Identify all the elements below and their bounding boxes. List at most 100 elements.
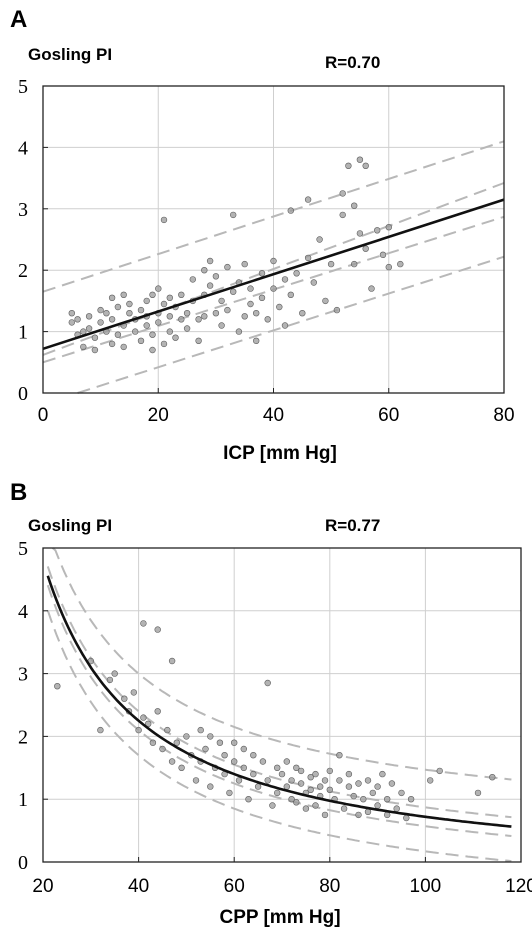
y-tick-label: 0 [18,383,28,405]
confidence-band [46,610,512,863]
data-point [403,814,410,822]
data-point [240,764,248,771]
data-point [374,227,381,234]
data-point [326,767,333,775]
data-point [155,285,162,292]
y-tick-label: 1 [18,789,28,811]
data-point [218,297,225,305]
y-tick-label: 1 [18,322,28,344]
data-point [274,789,281,797]
data-point [97,726,104,734]
data-point [120,291,127,298]
data-point [68,310,76,317]
data-point [304,254,312,262]
panel-b-r-value: R=0.77 [325,516,380,535]
data-point [241,260,248,268]
data-point [364,777,372,784]
data-point [345,783,353,790]
data-point [339,190,346,197]
data-point [85,313,93,320]
data-point [321,777,329,784]
data-point [216,739,224,746]
data-point [149,331,156,338]
data-point [281,322,289,329]
data-point [235,777,243,784]
data-point [287,207,294,214]
data-point [351,202,358,209]
x-tick-label: 100 [410,876,442,897]
data-point [166,328,174,335]
y-tick-label: 2 [18,726,28,748]
data-point [355,811,362,819]
data-point [385,263,392,271]
panel-a-x-ticks: 0 20 40 60 80 [38,388,515,426]
data-point [356,156,364,163]
data-point [302,805,310,812]
data-point [312,802,319,809]
data-point [160,300,168,308]
data-point [149,346,156,354]
data-point [288,777,295,784]
data-point [340,805,348,812]
data-point [140,620,147,627]
x-tick-label: 20 [148,405,169,426]
data-point [137,337,145,344]
data-point [287,291,294,298]
data-point [224,306,231,314]
data-point [317,783,324,790]
confidence-band [42,140,505,293]
data-point [166,294,174,301]
data-point [278,770,286,778]
panel-b-letter: B [10,479,27,506]
data-point [197,726,204,734]
data-point [379,251,387,259]
y-tick-label: 2 [18,260,28,282]
data-point [258,270,266,277]
data-point [327,260,335,268]
data-point [212,273,220,280]
data-point [154,626,161,633]
panel-a-y-ticks: 0 1 2 3 4 5 [18,76,48,405]
data-point [202,745,209,753]
x-tick-label: 80 [319,876,340,897]
data-point [183,310,191,317]
data-point [245,795,252,803]
panel-b-bands [46,547,512,863]
x-tick-label: 120 [505,876,532,897]
data-point [103,310,110,317]
data-point [316,236,323,243]
data-point [276,303,283,311]
data-point [173,739,181,746]
data-point [393,805,400,812]
data-point [178,316,185,323]
data-point [195,337,202,344]
data-point [339,211,346,219]
data-point [333,306,341,314]
data-point [159,745,166,753]
data-point [253,337,260,344]
data-point [293,764,300,771]
data-point [384,795,391,803]
data-point [74,316,81,323]
x-tick-label: 0 [38,405,49,426]
data-point [230,288,237,295]
data-point [140,714,147,721]
x-tick-label: 60 [224,876,245,897]
data-point [130,689,138,696]
panel-b: B Gosling PI R=0.77 0 1 2 3 4 5 20 40 60 80 100 12… [10,479,532,928]
data-point [230,211,237,219]
data-point [178,764,185,771]
panel-b-xlabel: CPP [mm Hg] [219,907,340,928]
data-point [149,739,157,746]
data-point [114,303,122,311]
data-point [427,777,434,784]
data-point [137,306,145,314]
data-point [97,306,104,314]
data-point [297,767,305,775]
data-point [241,313,248,320]
panel-a-points [68,156,404,354]
data-point [360,795,367,803]
y-tick-label: 5 [18,76,28,98]
data-point [336,751,343,759]
data-point [253,310,260,317]
